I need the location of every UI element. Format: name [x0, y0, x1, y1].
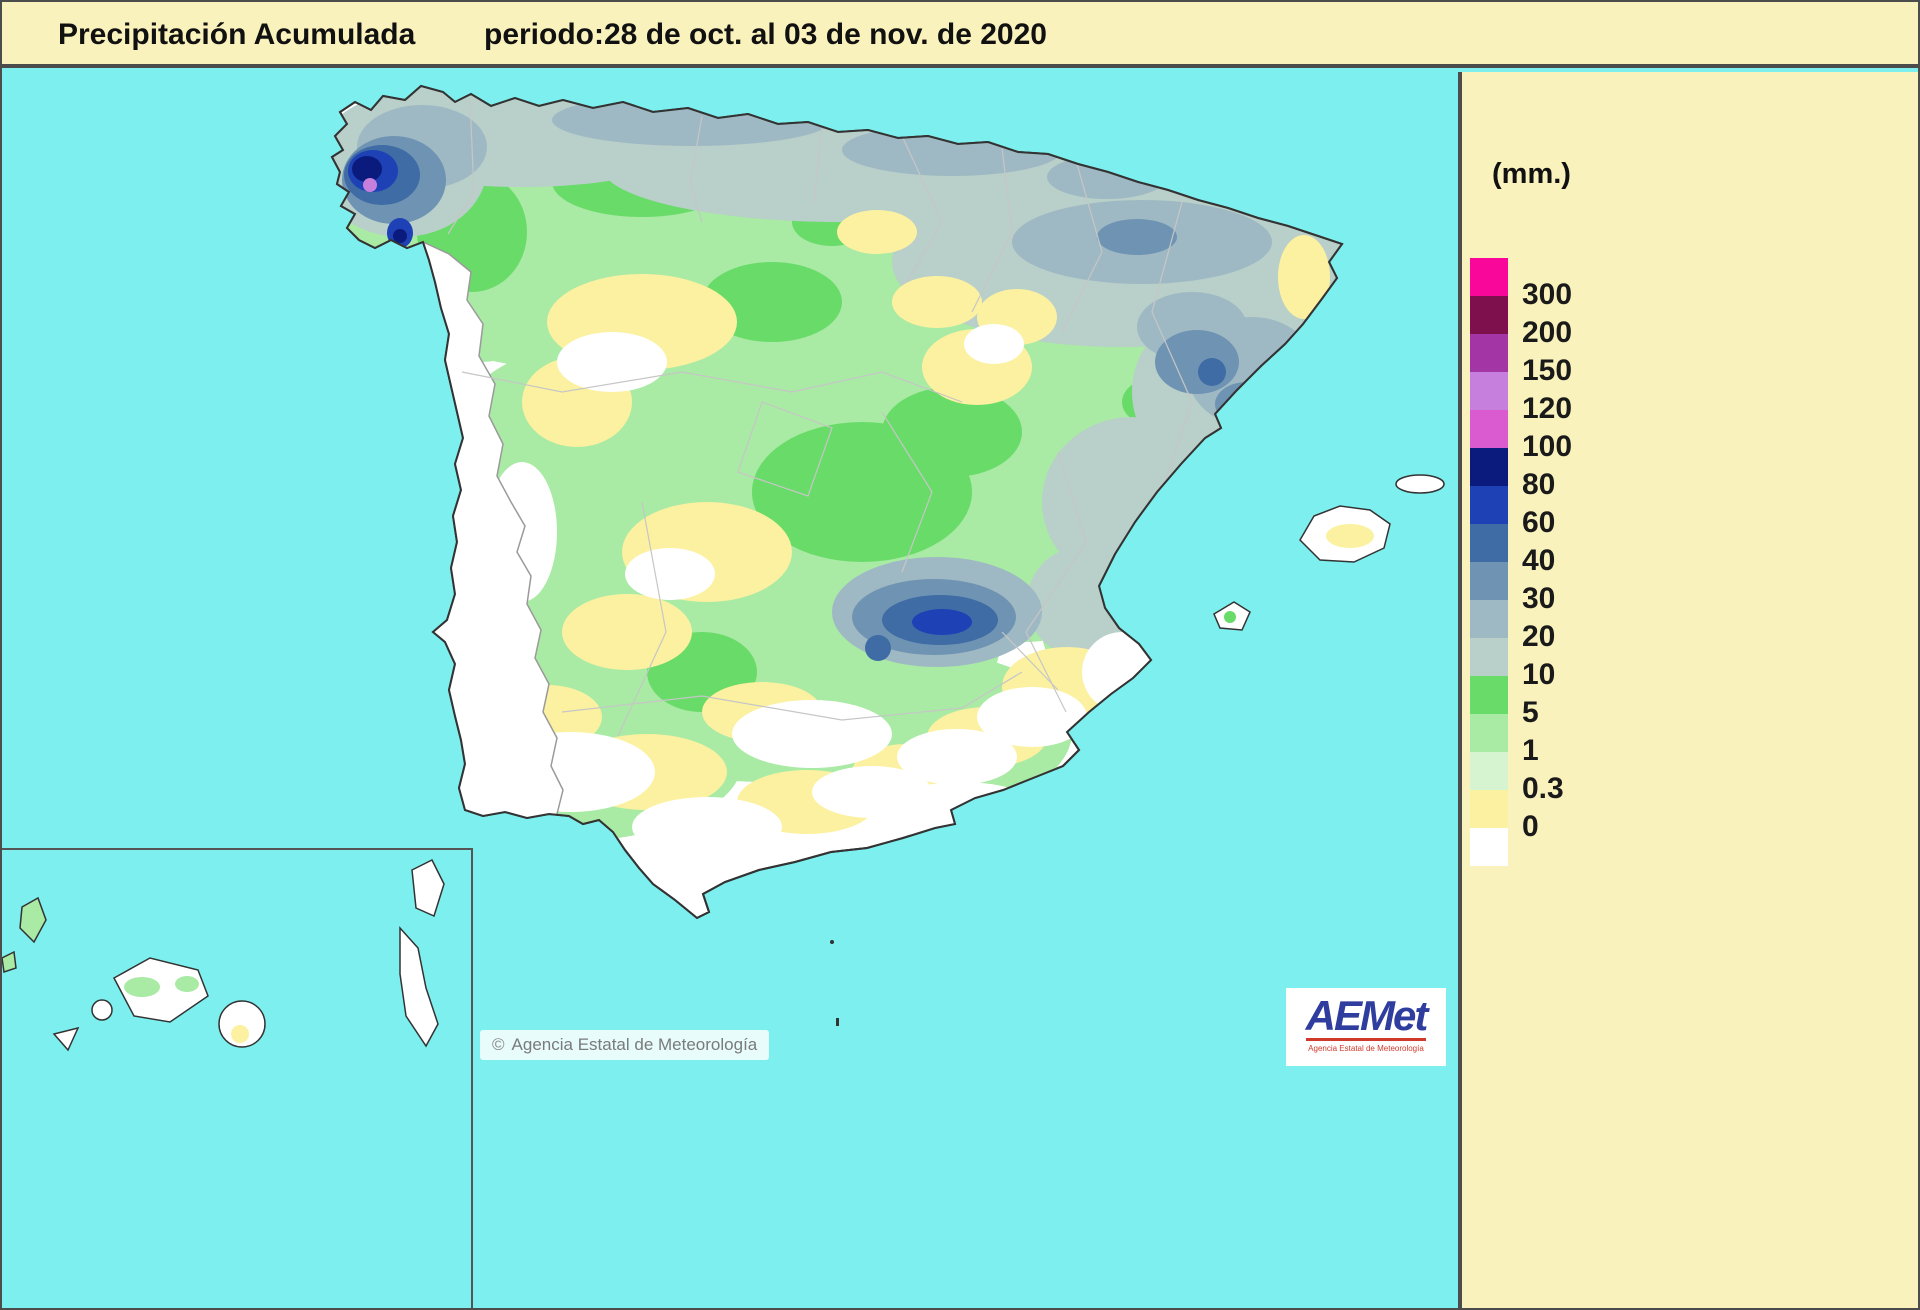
copyright-icon: © — [492, 1035, 505, 1054]
legend-label: 80 — [1522, 467, 1556, 501]
islet-west — [2, 950, 17, 973]
legend-label: 20 — [1522, 619, 1556, 653]
legend-panel: (mm.) 300 200 150 120 100 80 60 40 30 20 10 5 1 0.3 0 — [1458, 72, 1918, 1308]
tenerife-island — [112, 957, 209, 1023]
legend-level-120: 120 — [1470, 372, 1572, 423]
legend-label: 100 — [1522, 429, 1573, 463]
copyright-text: Agencia Estatal de Meteorología — [511, 1035, 758, 1054]
map-title: Precipitación Acumulada — [58, 18, 416, 51]
legend-label: 10 — [1522, 657, 1556, 691]
legend-chip — [1470, 790, 1508, 828]
legend-chip — [1470, 258, 1508, 296]
legend-level-40: 40 — [1470, 524, 1572, 575]
la-palma-island — [19, 896, 47, 944]
legend-chip — [1470, 600, 1508, 638]
legend-label: 1 — [1522, 733, 1539, 767]
legend-chip — [1470, 676, 1508, 714]
legend-level-1: 1 — [1470, 714, 1572, 765]
legend-chip — [1470, 410, 1508, 448]
balearic-islands — [1213, 474, 1445, 631]
legend-level-100: 100 — [1470, 410, 1572, 461]
legend-label: 200 — [1522, 315, 1573, 349]
gran-canaria-island — [218, 1000, 266, 1048]
legend-chip — [1470, 562, 1508, 600]
legend-label: 0.3 — [1522, 771, 1564, 805]
precip-field-80-100mm — [352, 156, 407, 243]
legend-chip — [1470, 714, 1508, 752]
aemet-logo-text: AEMet — [1305, 992, 1428, 1041]
legend-level-60: 60 — [1470, 486, 1572, 537]
legend-label: 30 — [1522, 581, 1556, 615]
aemet-logo-subtext: Agencia Estatal de Meteorología — [1308, 1044, 1424, 1053]
precip-maximum-spot — [363, 178, 377, 192]
header-bar: Precipitación Acumulada periodo:28 de oc… — [2, 2, 1918, 68]
canary-islands-inset — [2, 848, 473, 1308]
legend-chip — [1470, 296, 1508, 334]
legend-level-20: 20 — [1470, 600, 1572, 651]
spain-portugal-border — [422, 241, 564, 815]
legend-chip — [1470, 334, 1508, 372]
legend-chip — [1470, 638, 1508, 676]
precipitation-layers — [332, 86, 1342, 857]
legend-level-80: 80 — [1470, 448, 1572, 499]
legend-level-0.3: 0.3 — [1470, 752, 1572, 803]
peninsula-coastline — [330, 84, 1344, 920]
aemet-logo: AEMet Agencia Estatal de Meteorología — [1286, 988, 1446, 1066]
menorca-island — [1395, 474, 1445, 494]
legend-chip — [1470, 524, 1508, 562]
alboran-islet — [830, 940, 839, 1026]
legend-chip-base — [1470, 828, 1508, 866]
legend-unit-label: (mm.) — [1492, 158, 1571, 190]
spain-precipitation-map — [2, 84, 1445, 1308]
legend-level-30: 30 — [1470, 562, 1572, 613]
legend-level-300: 300 — [1470, 258, 1572, 309]
legend-level-base — [1470, 828, 1572, 866]
map-period: periodo:28 de oct. al 03 de nov. de 2020 — [484, 18, 1047, 51]
legend-label: 0 — [1522, 809, 1539, 843]
legend-label: 5 — [1522, 695, 1539, 729]
legend-label: 300 — [1522, 277, 1573, 311]
legend-label: 60 — [1522, 505, 1556, 539]
legend-level-150: 150 — [1470, 334, 1572, 385]
map-area: © Agencia Estatal de Meteorología AEMet A… — [2, 72, 1458, 1308]
legend-scale: 300 200 150 120 100 80 60 40 30 20 10 5 1 0.3 0 — [1470, 258, 1572, 866]
portugal-region — [423, 242, 563, 818]
el-hierro-island — [52, 1026, 80, 1052]
legend-chip — [1470, 486, 1508, 524]
province-borders — [447, 99, 1193, 737]
legend-chip — [1470, 448, 1508, 486]
legend-level-200: 200 — [1470, 296, 1572, 347]
legend-chip — [1470, 752, 1508, 790]
legend-label: 120 — [1522, 391, 1573, 425]
copyright-badge: © Agencia Estatal de Meteorología — [480, 1030, 770, 1060]
la-gomera-island — [91, 999, 113, 1021]
legend-chip — [1470, 372, 1508, 410]
legend-label: 150 — [1522, 353, 1573, 387]
fuerteventura-island — [399, 926, 439, 1048]
lanzarote-island — [411, 858, 445, 918]
legend-label: 40 — [1522, 543, 1556, 577]
legend-level-0: 0 — [1470, 790, 1572, 841]
legend-level-5: 5 — [1470, 676, 1572, 727]
legend-level-10: 10 — [1470, 638, 1572, 689]
